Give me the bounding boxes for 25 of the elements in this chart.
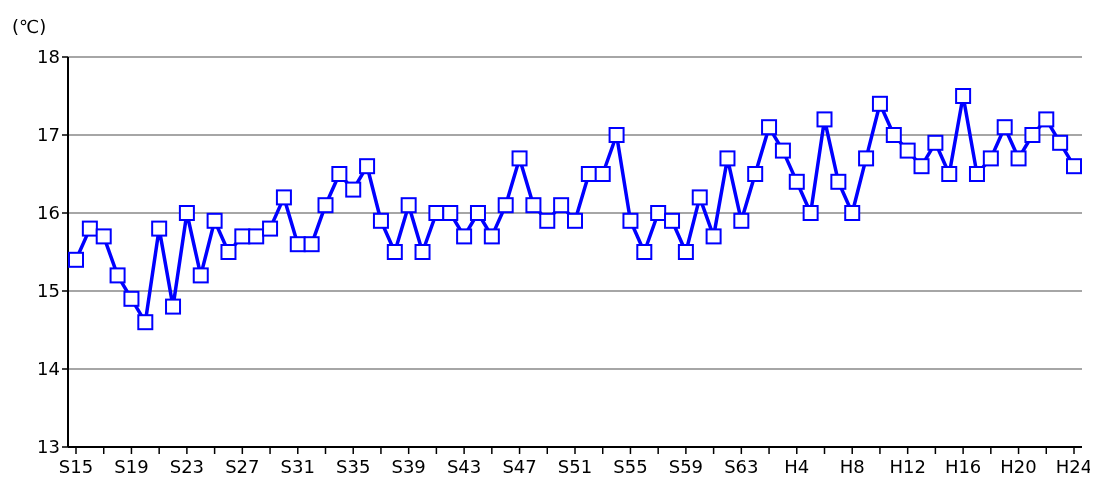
x-tick-label: S43 — [446, 456, 482, 477]
x-tick-label: H4 — [784, 456, 810, 477]
y-tick-label: 18 — [37, 46, 60, 68]
x-tick-label: S15 — [58, 456, 94, 477]
y-tick-label: 15 — [37, 280, 60, 302]
x-tick-label: H16 — [944, 456, 982, 477]
x-tick-label: H12 — [889, 456, 926, 477]
y-tick-label: 14 — [37, 358, 60, 380]
x-tick-label: S19 — [114, 456, 149, 477]
x-tick-label: H20 — [1000, 456, 1037, 477]
y-axis-title: (℃) — [12, 16, 47, 37]
x-tick-label: S31 — [280, 456, 315, 477]
x-tick-label: S51 — [557, 456, 593, 477]
y-tick-label: 16 — [37, 202, 60, 224]
x-tick-label: S63 — [724, 456, 759, 477]
x-tick-label: S23 — [169, 456, 205, 477]
x-tick-label: H8 — [839, 456, 865, 477]
x-tick-label: S39 — [391, 456, 426, 477]
y-tick-label: 13 — [37, 436, 60, 458]
x-tick-label: S47 — [502, 456, 537, 477]
x-tick-label: S35 — [336, 456, 371, 477]
x-tick-label: S55 — [613, 456, 648, 477]
x-tick-label: S27 — [225, 456, 260, 477]
x-tick-label: S59 — [668, 456, 704, 477]
y-tick-label: 17 — [37, 124, 60, 146]
